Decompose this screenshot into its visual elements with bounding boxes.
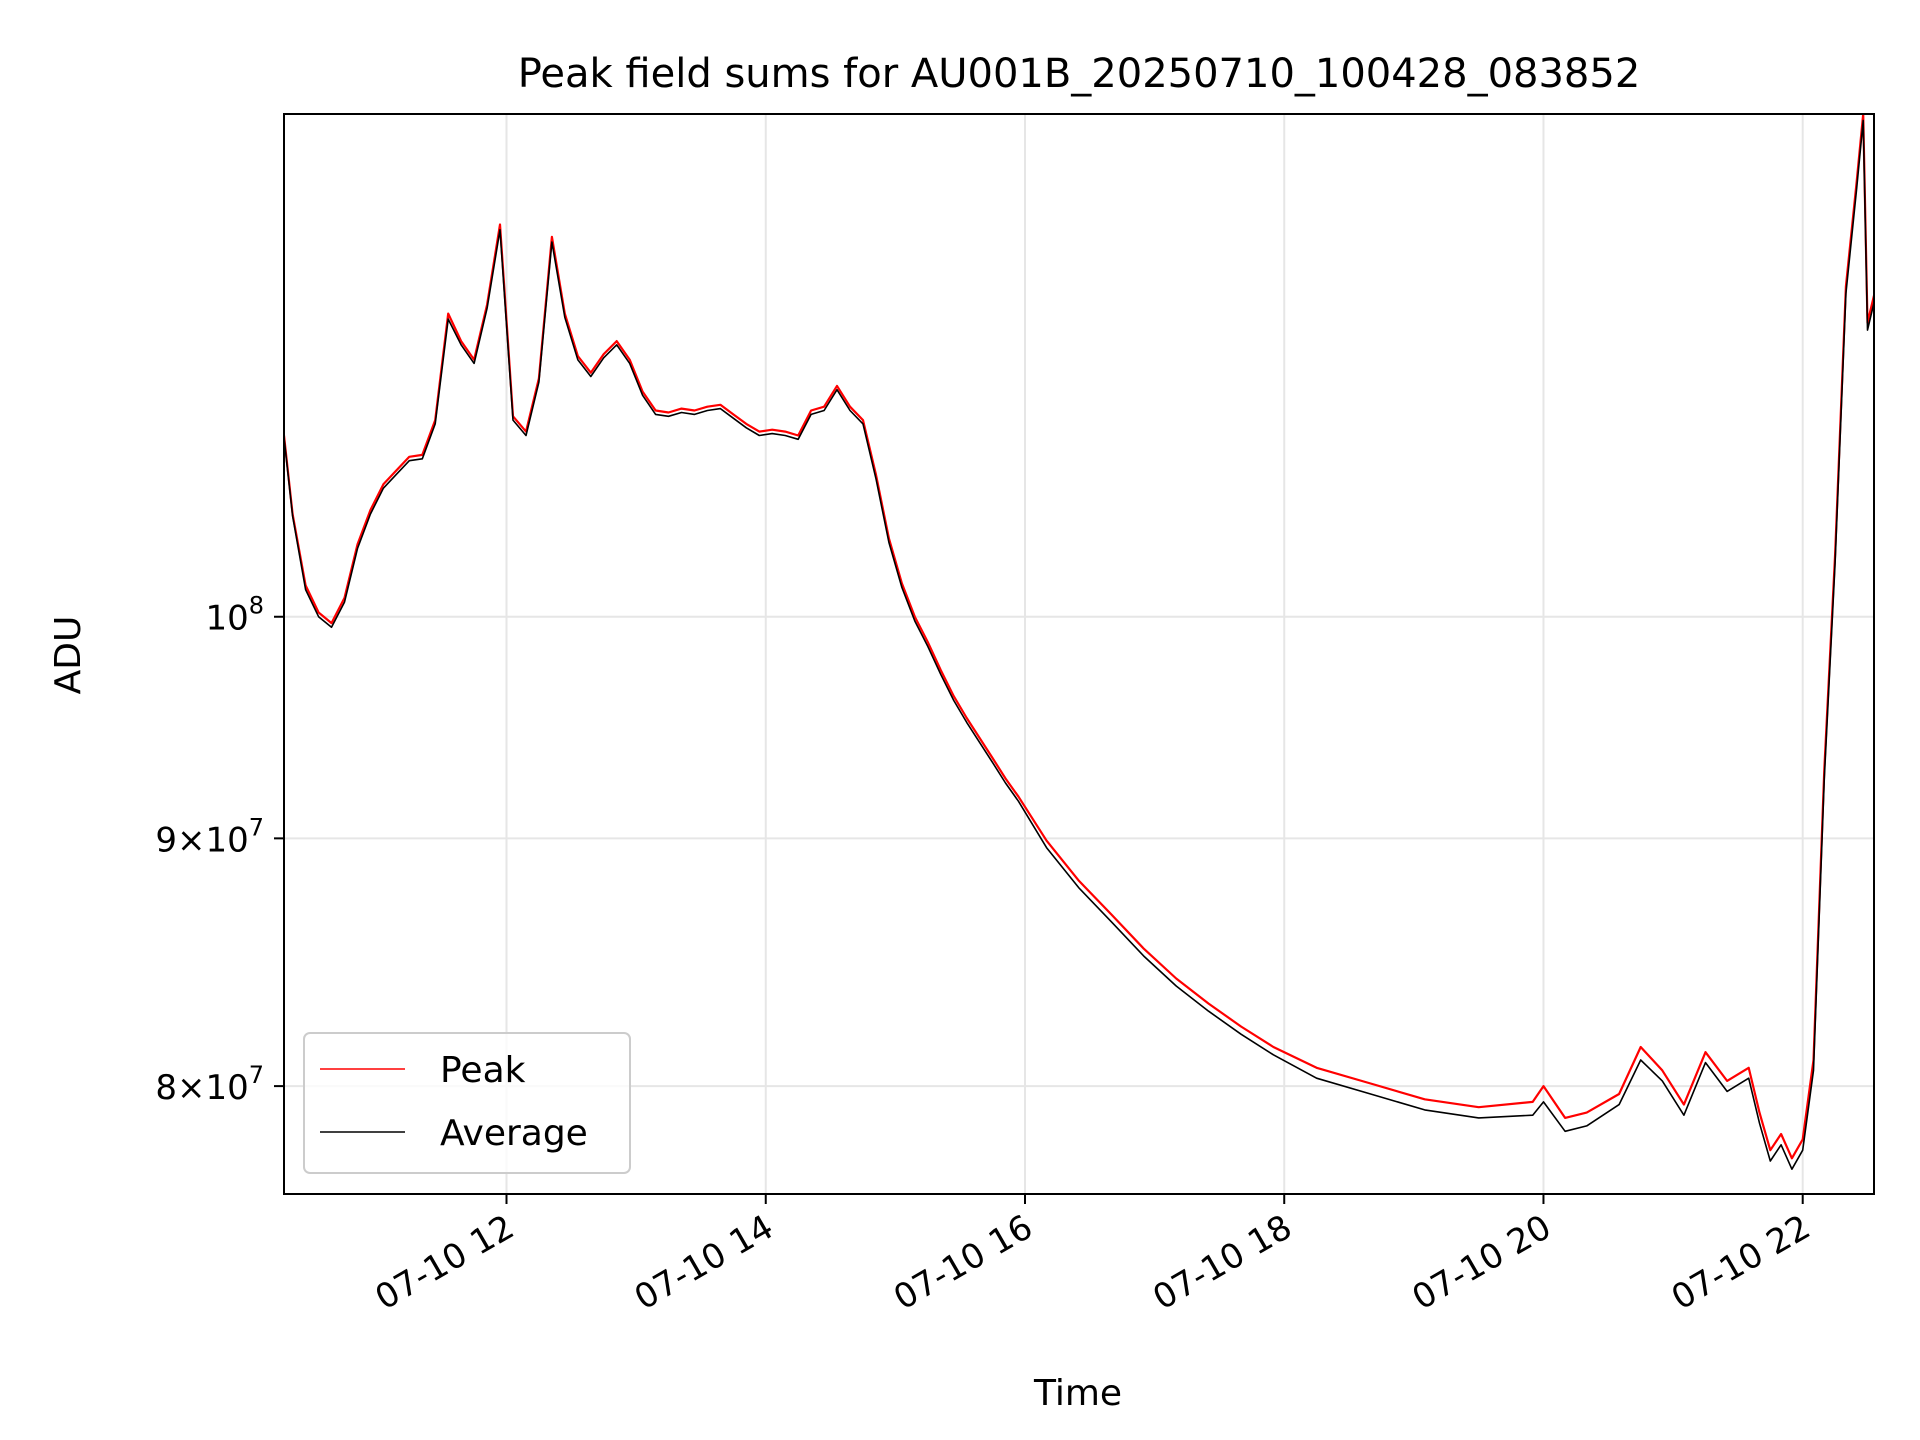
series-line-peak — [284, 114, 1874, 1160]
legend-box — [303, 1032, 631, 1174]
y-tick-label-exponent: 7 — [249, 1061, 264, 1089]
y-tick-label: 8×107 — [155, 1061, 264, 1108]
legend-label-average: Average — [440, 1113, 588, 1154]
axes-frame — [283, 113, 1875, 1195]
legend: Peak Average — [303, 1032, 631, 1174]
y-tick-label-exponent: 7 — [249, 813, 264, 841]
y-tick-label: 108 — [205, 592, 264, 639]
chart-title: Peak field sums for AU001B_20250710_1004… — [518, 51, 1641, 97]
y-tick-label-base: 9×10 — [155, 820, 248, 860]
y-tick-label-exponent: 8 — [249, 592, 264, 620]
series-layer — [284, 114, 1874, 1170]
legend-label-peak: Peak — [440, 1050, 526, 1091]
series-line-average — [284, 119, 1874, 1170]
y-tick-label: 9×107 — [155, 813, 264, 860]
y-axis-label: ADU — [48, 616, 89, 695]
y-tick-label-base: 10 — [205, 599, 248, 639]
x-axis-label: Time — [1033, 1373, 1122, 1414]
y-tick-label-base: 8×10 — [155, 1068, 248, 1108]
